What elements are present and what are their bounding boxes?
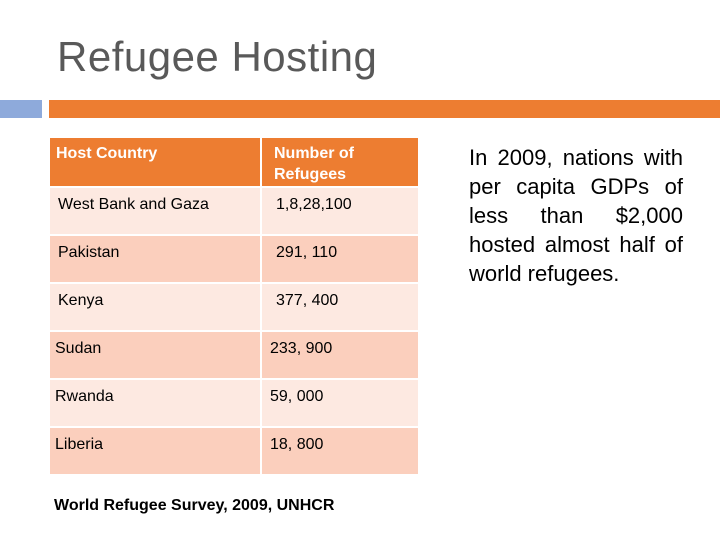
refugees-cell: 291, 110 bbox=[261, 235, 420, 284]
refugees-cell: 377, 400 bbox=[261, 283, 420, 332]
table-row: Kenya 377, 400 bbox=[50, 283, 420, 332]
refugees-cell: 1,8,28,100 bbox=[261, 187, 420, 236]
table-row: Pakistan 291, 110 bbox=[50, 235, 420, 284]
country-cell: Liberia bbox=[50, 427, 262, 476]
header-number-of-refugees: Number of Refugees bbox=[261, 138, 420, 188]
country-cell: West Bank and Gaza bbox=[50, 187, 262, 236]
refugee-table: Host Country Number of Refugees West Ban… bbox=[50, 138, 420, 476]
table-row: Sudan 233, 900 bbox=[50, 331, 420, 380]
country-cell: Kenya bbox=[50, 283, 262, 332]
slide-title: Refugee Hosting bbox=[57, 33, 378, 80]
refugees-cell: 18, 800 bbox=[261, 427, 420, 476]
side-text: In 2009, nations with per capita GDPs of… bbox=[469, 145, 683, 286]
table-row: West Bank and Gaza 1,8,28,100 bbox=[50, 187, 420, 236]
country-cell: Sudan bbox=[50, 331, 262, 380]
table-row: Rwanda 59, 000 bbox=[50, 379, 420, 428]
accent-bar-blue bbox=[0, 100, 42, 118]
country-cell: Rwanda bbox=[50, 379, 262, 428]
country-cell: Pakistan bbox=[50, 235, 262, 284]
header-host-country: Host Country bbox=[50, 138, 262, 188]
refugees-cell: 233, 900 bbox=[261, 331, 420, 380]
table-row: Liberia 18, 800 bbox=[50, 427, 420, 476]
table-header-row: Host Country Number of Refugees bbox=[50, 138, 420, 188]
source-citation: World Refugee Survey, 2009, UNHCR bbox=[54, 497, 335, 514]
refugees-cell: 59, 000 bbox=[261, 379, 420, 428]
accent-bar-orange bbox=[49, 100, 720, 118]
